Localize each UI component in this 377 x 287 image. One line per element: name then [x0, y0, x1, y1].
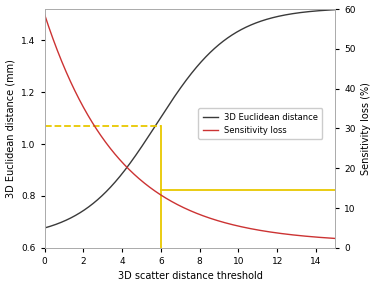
Legend: 3D Euclidean distance, Sensitivity loss: 3D Euclidean distance, Sensitivity loss: [198, 108, 322, 139]
3D Euclidean distance: [72, 214, 77, 218]
Y-axis label: 3D Euclidean distance (mm): 3D Euclidean distance (mm): [6, 59, 15, 198]
3D Euclidean distance: [274, 15, 279, 18]
Y-axis label: Sensitivity loss (%): Sensitivity loss (%): [362, 82, 371, 175]
Sensitivity loss: [333, 237, 338, 240]
Sensitivity loss: [42, 13, 47, 16]
3D Euclidean distance: [160, 114, 164, 117]
Sensitivity loss: [274, 231, 279, 234]
X-axis label: 3D scatter distance threshold: 3D scatter distance threshold: [118, 272, 262, 282]
Line: Sensitivity loss: Sensitivity loss: [44, 14, 336, 238]
3D Euclidean distance: [242, 26, 247, 30]
3D Euclidean distance: [269, 16, 274, 20]
Sensitivity loss: [242, 226, 247, 229]
Sensitivity loss: [72, 88, 77, 91]
Sensitivity loss: [269, 230, 274, 234]
Line: 3D Euclidean distance: 3D Euclidean distance: [44, 10, 336, 228]
Sensitivity loss: [160, 194, 164, 197]
3D Euclidean distance: [170, 98, 175, 101]
Sensitivity loss: [170, 200, 175, 204]
3D Euclidean distance: [42, 226, 47, 230]
3D Euclidean distance: [333, 8, 338, 11]
